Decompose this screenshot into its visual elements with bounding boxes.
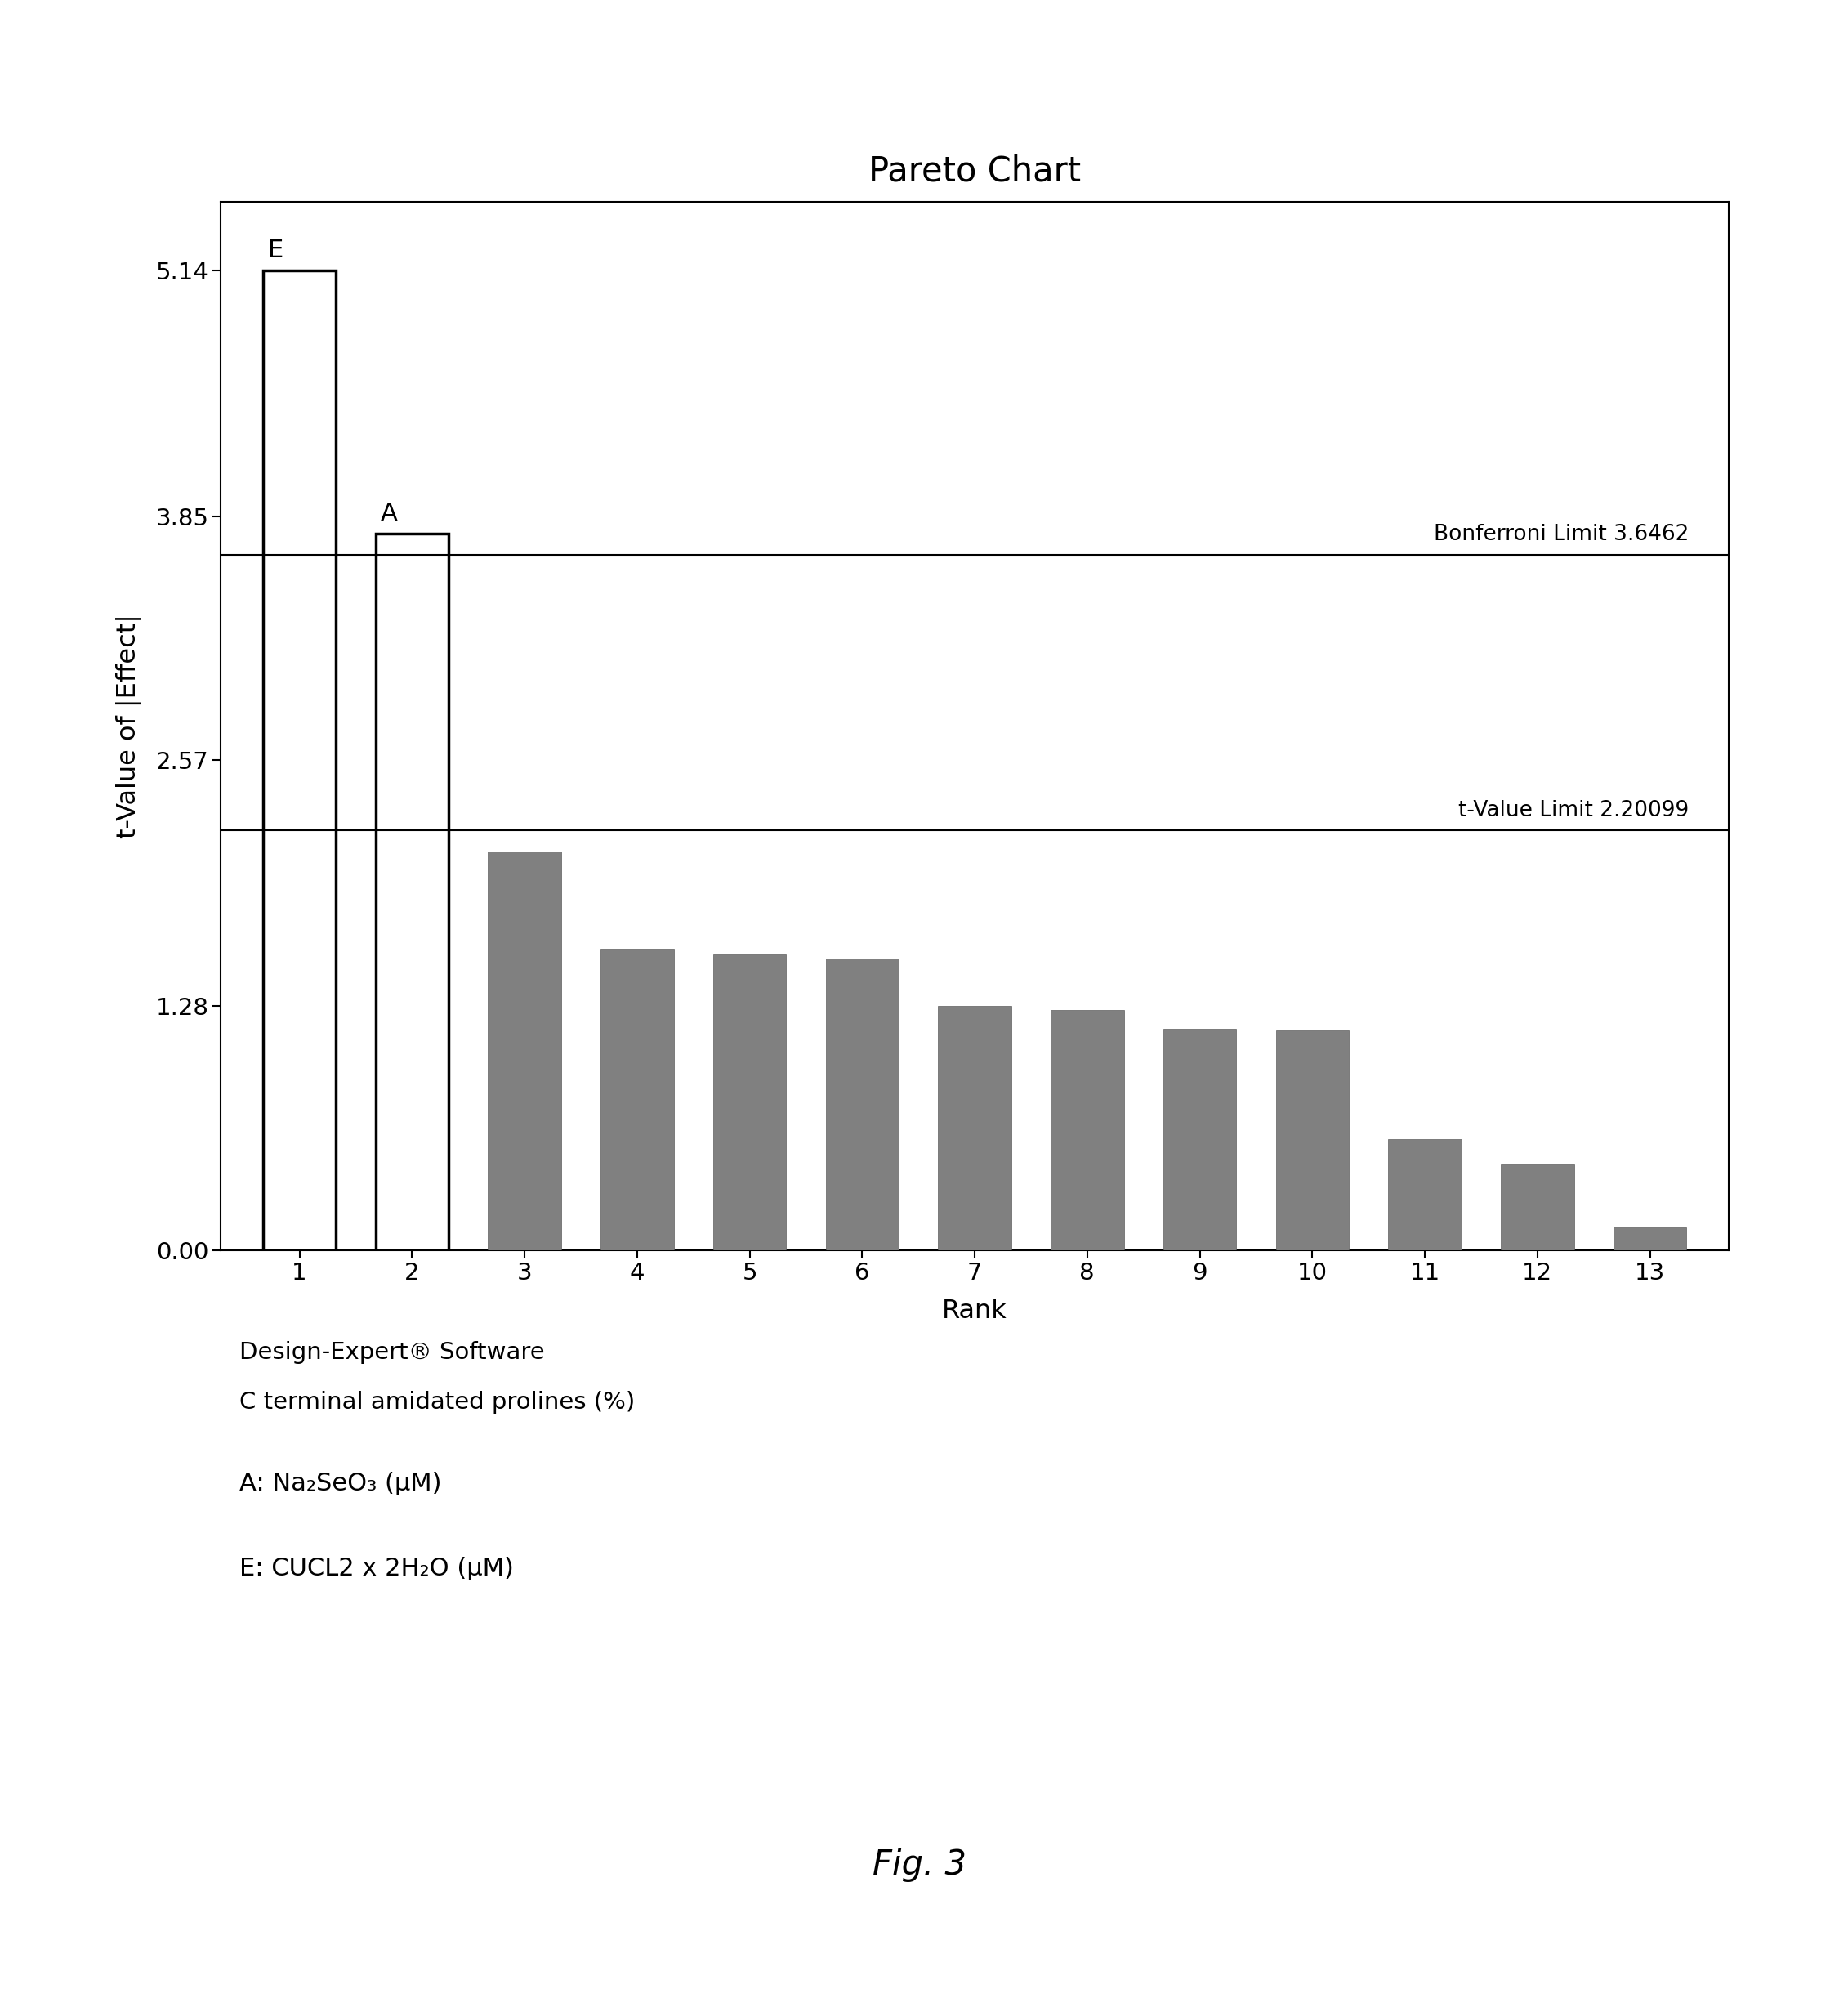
Y-axis label: t-Value of |Effect|: t-Value of |Effect|	[116, 613, 142, 839]
Bar	[487, 851, 561, 1250]
Text: Fig. 3: Fig. 3	[872, 1847, 967, 1883]
Bar	[1613, 1228, 1686, 1250]
Text: E: E	[268, 238, 283, 262]
Bar	[1501, 1163, 1574, 1250]
Text: t-Value Limit 2.20099: t-Value Limit 2.20099	[1458, 800, 1690, 821]
Text: Design-Expert® Software: Design-Expert® Software	[239, 1341, 544, 1363]
Bar	[1388, 1139, 1462, 1250]
Bar	[263, 270, 337, 1250]
Text: A: A	[381, 502, 397, 526]
Text: Bonferroni Limit 3.6462: Bonferroni Limit 3.6462	[1434, 524, 1690, 546]
Bar	[826, 958, 899, 1250]
Text: A: Na₂SeO₃ (μM): A: Na₂SeO₃ (μM)	[239, 1472, 441, 1496]
Title: Pareto Chart: Pareto Chart	[868, 153, 1081, 190]
Text: E: CUCL2 x 2H₂O (μM): E: CUCL2 x 2H₂O (μM)	[239, 1556, 513, 1581]
Bar	[1276, 1030, 1348, 1250]
Text: C terminal amidated prolines (%): C terminal amidated prolines (%)	[239, 1391, 634, 1413]
Bar	[938, 1006, 1011, 1250]
Bar	[1050, 1010, 1124, 1250]
Bar	[601, 950, 673, 1250]
Bar	[375, 534, 449, 1250]
Bar	[714, 954, 787, 1250]
Bar	[1164, 1028, 1236, 1250]
X-axis label: Rank: Rank	[942, 1298, 1008, 1325]
